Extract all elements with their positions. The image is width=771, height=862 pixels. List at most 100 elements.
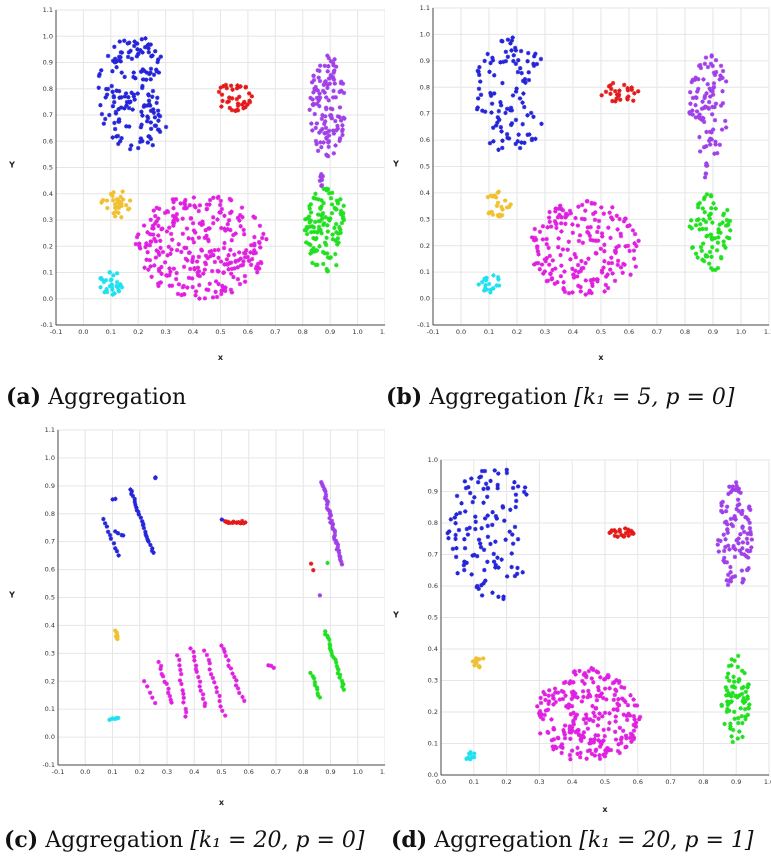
point-green xyxy=(707,216,712,221)
point-cyan xyxy=(483,278,489,283)
y-tick-label: 0.8 xyxy=(45,510,55,518)
point-blue xyxy=(505,37,511,42)
point-purple xyxy=(331,131,337,136)
point-magenta xyxy=(229,266,235,271)
point-purple xyxy=(745,531,750,536)
point-purple xyxy=(723,79,729,84)
x-tick-label: 0.1 xyxy=(469,778,479,786)
point-green xyxy=(313,236,318,242)
point-blue xyxy=(112,60,118,65)
point-magenta xyxy=(553,209,558,214)
point-magenta xyxy=(547,209,552,215)
point-gold xyxy=(486,211,491,216)
point-green xyxy=(308,224,314,229)
point-blue xyxy=(527,132,532,137)
point-blue xyxy=(140,50,145,55)
point-blue xyxy=(500,145,505,151)
point-magenta xyxy=(187,203,193,208)
point-blue xyxy=(155,59,160,65)
point-blue xyxy=(477,72,482,78)
point-green xyxy=(330,237,336,242)
point-magenta xyxy=(257,223,263,229)
point-green xyxy=(741,684,746,690)
point-magenta xyxy=(193,666,199,672)
point-blue xyxy=(472,552,477,558)
y-tick-label: 0.2 xyxy=(420,242,430,250)
point-magenta xyxy=(180,231,186,237)
point-blue xyxy=(130,493,136,499)
point-cyan xyxy=(115,285,120,291)
point-magenta xyxy=(220,283,225,289)
point-green xyxy=(312,680,318,685)
point-blue xyxy=(463,485,469,491)
point-magenta xyxy=(608,267,613,272)
point-green xyxy=(333,238,338,243)
caption-a-label: (a) xyxy=(6,384,42,410)
point-magenta xyxy=(592,713,598,719)
y-tick-label: 0.6 xyxy=(43,137,53,145)
point-magenta xyxy=(244,248,249,253)
point-gold xyxy=(496,189,502,194)
point-blue xyxy=(516,132,521,137)
point-green xyxy=(308,670,313,676)
point-green xyxy=(709,205,714,211)
point-magenta xyxy=(599,691,604,696)
point-green xyxy=(724,688,730,693)
point-blue xyxy=(504,574,510,579)
point-magenta xyxy=(592,217,598,223)
point-blue xyxy=(139,37,144,42)
point-magenta xyxy=(200,219,205,224)
point-green xyxy=(732,658,737,663)
point-red xyxy=(617,527,622,533)
point-magenta xyxy=(573,691,578,696)
point-magenta xyxy=(603,282,609,288)
point-blue xyxy=(533,136,538,142)
point-gold xyxy=(119,201,124,206)
point-blue xyxy=(494,516,500,521)
point-magenta xyxy=(618,737,624,742)
point-blue xyxy=(515,537,521,542)
point-magenta xyxy=(180,216,185,221)
point-magenta xyxy=(258,245,263,250)
y-tick-label: 1.1 xyxy=(420,4,430,12)
point-purple xyxy=(687,90,693,95)
point-magenta xyxy=(222,226,227,231)
point-purple xyxy=(335,544,341,550)
point-magenta xyxy=(553,206,558,211)
point-blue xyxy=(459,501,464,506)
point-magenta xyxy=(578,289,583,294)
point-green xyxy=(731,674,736,679)
point-green xyxy=(747,702,752,707)
point-red xyxy=(221,83,226,89)
point-magenta xyxy=(547,219,552,225)
point-blue xyxy=(146,49,151,55)
point-magenta xyxy=(559,215,564,220)
point-green xyxy=(318,213,324,218)
point-green xyxy=(700,206,705,211)
point-magenta xyxy=(156,659,161,665)
point-magenta xyxy=(595,277,600,282)
point-cyan xyxy=(468,756,473,762)
point-purple xyxy=(732,515,738,521)
y-tick-label: 1.1 xyxy=(43,6,53,14)
point-purple xyxy=(712,104,717,110)
chart-d: 0.00.10.20.30.40.50.60.70.80.91.00.00.10… xyxy=(392,456,771,814)
point-magenta xyxy=(151,208,156,213)
point-magenta xyxy=(202,267,207,272)
point-gold xyxy=(113,209,119,214)
point-magenta xyxy=(179,249,184,255)
point-magenta xyxy=(242,698,247,704)
point-green xyxy=(716,235,721,240)
y-tick-label: 0.6 xyxy=(420,136,430,144)
point-purple xyxy=(730,484,735,489)
point-magenta xyxy=(629,739,634,744)
point-purple xyxy=(710,89,715,94)
point-green xyxy=(318,227,323,233)
point-magenta xyxy=(597,693,602,699)
point-green xyxy=(307,206,312,211)
point-blue xyxy=(116,88,122,94)
point-green xyxy=(699,248,704,254)
x-tick-label: 0.6 xyxy=(244,768,254,776)
point-magenta xyxy=(184,226,190,231)
point-purple xyxy=(734,506,739,512)
